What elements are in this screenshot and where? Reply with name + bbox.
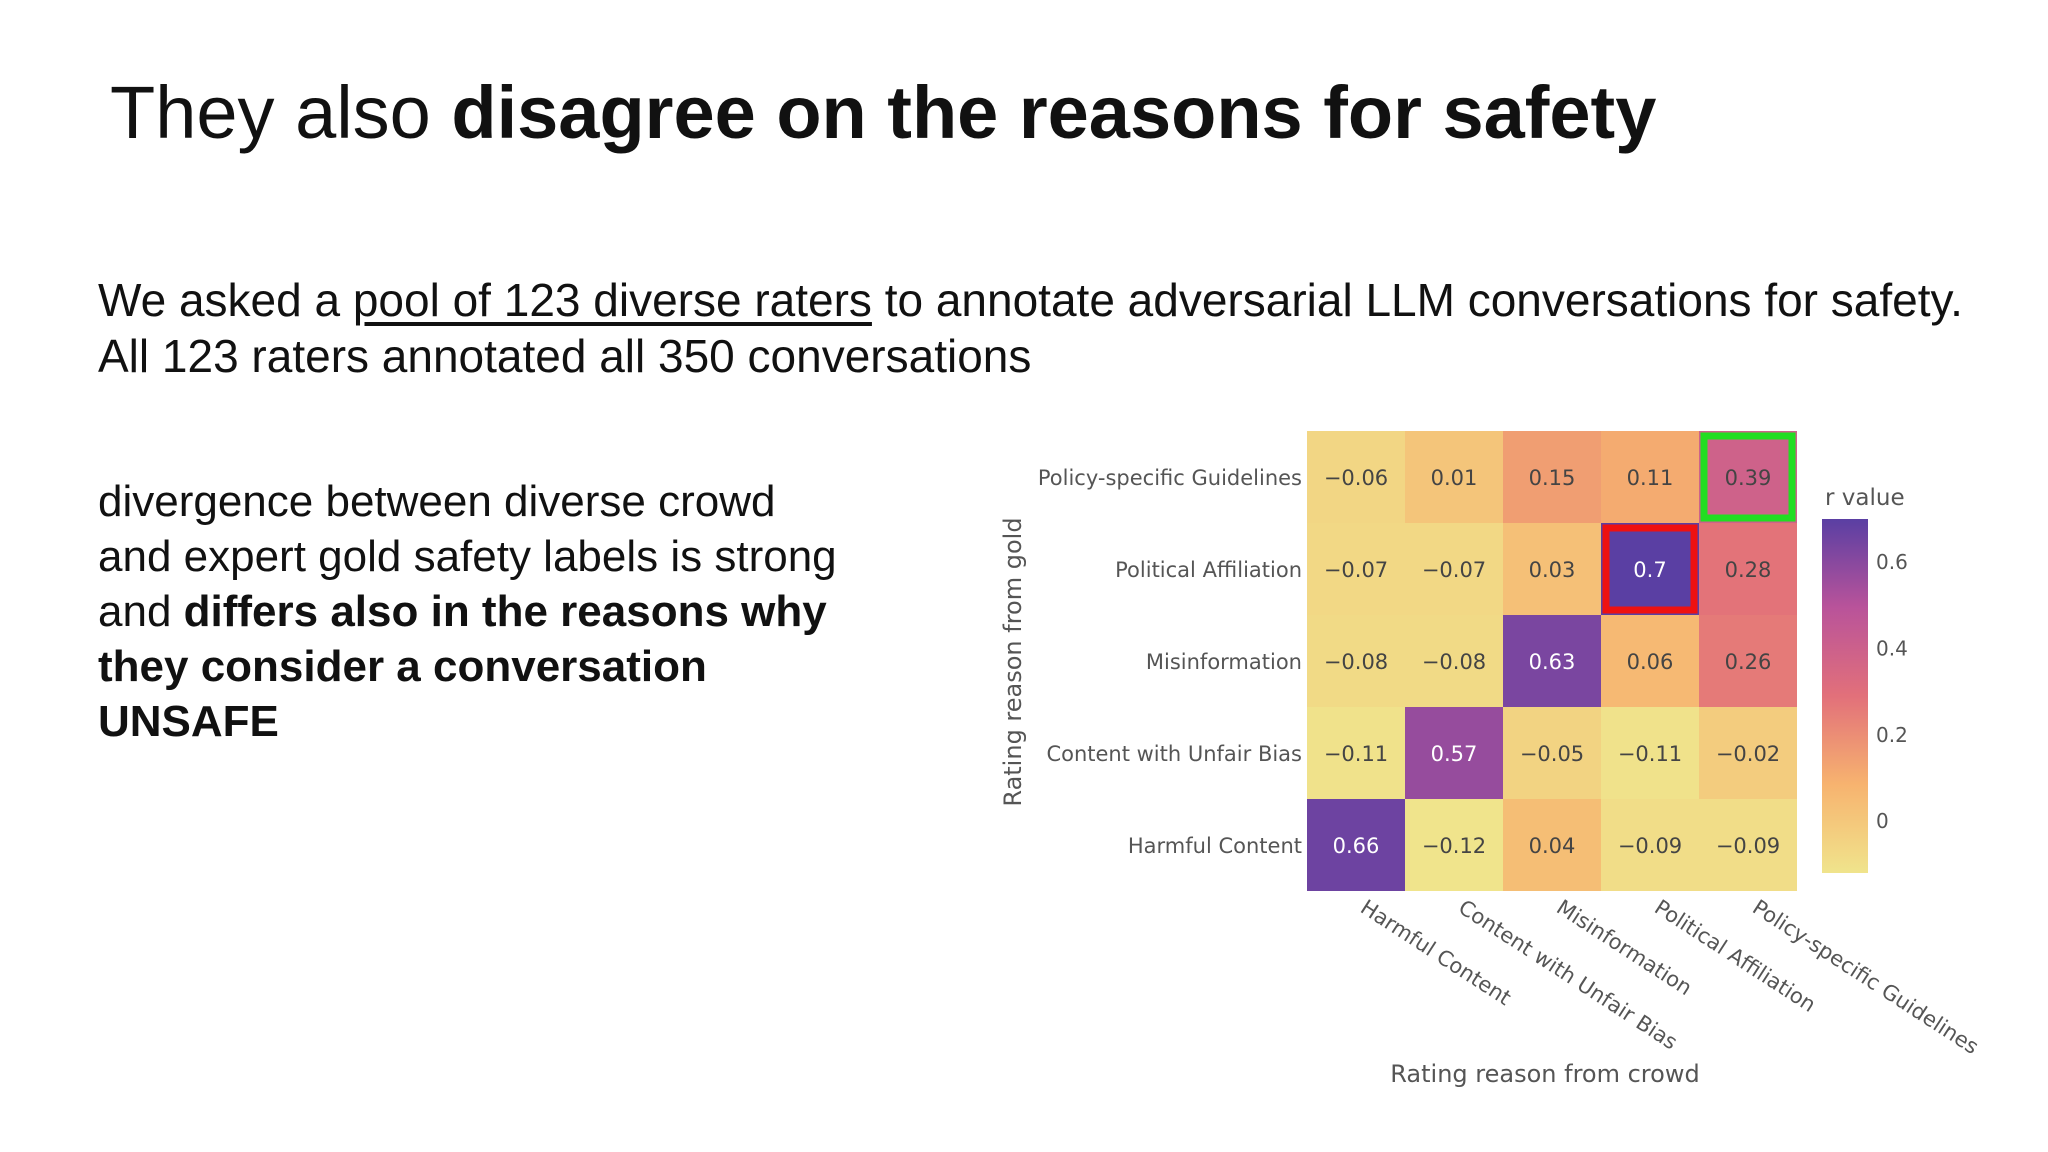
colorbar-title: r value (1825, 485, 1905, 511)
title-plain: They also (110, 71, 452, 154)
cell-value-label: −0.05 (1520, 742, 1584, 766)
intro-post: to annotate adversarial LLM conversation… (871, 274, 1963, 326)
raters-pool-link: pool of 123 diverse raters (352, 274, 872, 326)
cell-value-label: 0.63 (1529, 650, 1576, 674)
cell-value-label: −0.06 (1324, 466, 1388, 490)
heatmap-cell (1503, 799, 1601, 891)
y-tick-label: Harmful Content (1128, 834, 1302, 858)
cell-value-label: −0.07 (1324, 558, 1388, 582)
colorbar-tick-label: 0.6 (1876, 550, 1908, 574)
heatmap-cell (1307, 431, 1405, 523)
x-tick-label: Misinformation (1552, 895, 1696, 1000)
heatmap-cell (1699, 431, 1797, 523)
x-axis-title: Rating reason from crowd (1390, 1060, 1699, 1088)
cell-value-label: 0.39 (1725, 466, 1772, 490)
highlight-box (1700, 432, 1796, 522)
x-tick-label: Policy-specific Guidelines (1748, 895, 1983, 1059)
heatmap-cell (1601, 431, 1699, 523)
intro-pre: We asked a (98, 274, 353, 326)
cell-value-label: 0.66 (1333, 834, 1380, 858)
cell-value-label: 0.03 (1529, 558, 1576, 582)
cell-value-label: −0.07 (1422, 558, 1486, 582)
cell-value-label: −0.11 (1618, 742, 1682, 766)
intro-line-1: We asked a pool of 123 diverse raters to… (98, 272, 1963, 328)
heatmap-cell (1699, 799, 1797, 891)
y-tick-label: Policy-specific Guidelines (1038, 466, 1302, 490)
divergence-plain: divergence between diverse crowd and exp… (98, 477, 837, 636)
intro-text: We asked a pool of 123 diverse raters to… (98, 272, 1963, 384)
cell-value-label: 0.06 (1627, 650, 1674, 674)
colorbar-gradient (1822, 519, 1868, 873)
cell-value-label: 0.15 (1529, 466, 1576, 490)
divergence-text: divergence between diverse crowd and exp… (98, 474, 858, 749)
cell-value-label: 0.7 (1633, 558, 1666, 582)
cell-value-label: 0.04 (1529, 834, 1576, 858)
cell-value-label: 0.11 (1627, 466, 1674, 490)
x-tick-label: Political Affiliation (1650, 895, 1820, 1017)
y-tick-label: Content with Unfair Bias (1046, 742, 1302, 766)
heatmap-cell (1307, 799, 1405, 891)
x-tick-label: Content with Unfair Bias (1454, 895, 1681, 1054)
heatmap-cell (1601, 615, 1699, 707)
cell-value-label: −0.09 (1618, 834, 1682, 858)
colorbar-tick-label: 0.2 (1876, 723, 1908, 747)
heatmap-cell (1307, 523, 1405, 615)
cell-value-label: −0.11 (1324, 742, 1388, 766)
heatmap-cell (1405, 523, 1503, 615)
cell-value-label: 0.28 (1725, 558, 1772, 582)
cell-value-label: −0.09 (1716, 834, 1780, 858)
slide-title: They also disagree on the reasons for sa… (110, 68, 1656, 158)
heatmap-cell (1699, 523, 1797, 615)
heatmap-cell (1503, 523, 1601, 615)
heatmap-cell (1405, 799, 1503, 891)
heatmap-cell (1405, 431, 1503, 523)
intro-line-2: All 123 raters annotated all 350 convers… (98, 330, 1032, 382)
y-tick-label: Misinformation (1146, 650, 1302, 674)
cell-value-label: 0.57 (1431, 742, 1478, 766)
divergence-bold: differs also in the reasons why they con… (98, 587, 827, 746)
heatmap-cell (1601, 799, 1699, 891)
y-tick-label: Political Affiliation (1115, 558, 1302, 582)
cell-value-label: −0.12 (1422, 834, 1486, 858)
colorbar-tick-label: 0 (1876, 809, 1889, 833)
heatmap-cell (1307, 615, 1405, 707)
heatmap-cell (1699, 707, 1797, 799)
cell-value-label: 0.26 (1725, 650, 1772, 674)
colorbar-tick-label: 0.4 (1876, 637, 1908, 661)
heatmap-cell (1307, 707, 1405, 799)
heatmap-cell (1699, 615, 1797, 707)
title-bold: disagree on the reasons for safety (451, 71, 1657, 154)
cell-value-label: −0.08 (1422, 650, 1486, 674)
heatmap-cell (1405, 707, 1503, 799)
heatmap-cell (1503, 707, 1601, 799)
cell-value-label: −0.08 (1324, 650, 1388, 674)
x-tick-label: Harmful Content (1356, 895, 1515, 1010)
cell-value-label: −0.02 (1716, 742, 1780, 766)
heatmap-cell (1503, 431, 1601, 523)
heatmap-cell (1503, 615, 1601, 707)
highlight-box (1602, 524, 1698, 614)
cell-value-label: 0.01 (1431, 466, 1478, 490)
heatmap-cell (1601, 523, 1699, 615)
heatmap-cell (1601, 707, 1699, 799)
y-axis-title: Rating reason from gold (999, 517, 1027, 806)
heatmap-cell (1405, 615, 1503, 707)
